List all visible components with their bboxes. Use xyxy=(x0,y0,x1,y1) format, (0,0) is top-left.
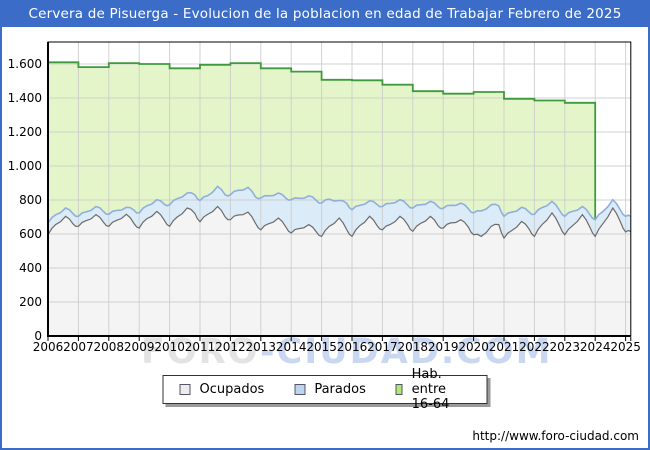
svg-text:2008: 2008 xyxy=(94,340,125,354)
svg-text:2024: 2024 xyxy=(580,340,611,354)
area-fills xyxy=(48,62,631,337)
svg-text:2025: 2025 xyxy=(610,340,641,354)
svg-text:1.200: 1.200 xyxy=(8,125,42,139)
svg-text:0: 0 xyxy=(34,329,42,343)
svg-text:2019: 2019 xyxy=(428,340,459,354)
parados-swatch-icon xyxy=(294,384,306,395)
x-axis-labels: 2006 2007 2008 2009 2010 2011 2012 2013 2014 2015… xyxy=(33,340,641,354)
svg-text:400: 400 xyxy=(19,261,42,275)
svg-text:2013: 2013 xyxy=(246,340,277,354)
svg-text:200: 200 xyxy=(19,295,42,309)
legend-label: Hab. entre 16-64 xyxy=(411,367,450,412)
footer-url-link[interactable]: http://www.foro-ciudad.com xyxy=(472,429,639,443)
svg-text:2007: 2007 xyxy=(63,340,94,354)
legend-item-parados: Parados xyxy=(294,382,366,397)
legend-item-hab-16-64: Hab. entre 16-64 xyxy=(395,367,471,412)
legend-label: Parados xyxy=(314,382,366,397)
svg-text:2018: 2018 xyxy=(398,340,429,354)
legend: Ocupados Parados Hab. entre 16-64 xyxy=(162,367,488,412)
svg-text:2012: 2012 xyxy=(215,340,246,354)
svg-text:2021: 2021 xyxy=(489,340,520,354)
svg-text:2010: 2010 xyxy=(154,340,185,354)
svg-text:1.600: 1.600 xyxy=(8,57,42,71)
svg-text:1.400: 1.400 xyxy=(8,91,42,105)
svg-text:2017: 2017 xyxy=(367,340,398,354)
title-bar: Cervera de Pisuerga - Evolucion de la po… xyxy=(0,0,650,27)
page-title: Cervera de Pisuerga - Evolucion de la po… xyxy=(28,5,622,22)
svg-text:2009: 2009 xyxy=(124,340,155,354)
ocupados-swatch-icon xyxy=(179,384,191,395)
svg-text:1.000: 1.000 xyxy=(8,159,42,173)
axes xyxy=(47,41,632,341)
svg-text:600: 600 xyxy=(19,227,42,241)
svg-text:800: 800 xyxy=(19,193,42,207)
svg-text:2023: 2023 xyxy=(550,340,581,354)
svg-text:2014: 2014 xyxy=(276,340,307,354)
svg-text:2006: 2006 xyxy=(33,340,64,354)
legend-label: Ocupados xyxy=(199,382,265,397)
svg-text:2011: 2011 xyxy=(185,340,216,354)
hab-16-64-swatch-icon xyxy=(395,384,403,395)
gridlines xyxy=(48,42,631,336)
svg-text:2015: 2015 xyxy=(306,340,337,354)
legend-item-ocupados: Ocupados xyxy=(179,382,265,397)
series-lines xyxy=(47,61,632,240)
svg-text:2022: 2022 xyxy=(519,340,550,354)
y-axis-labels: 0 200 400 600 800 1.000 1.200 1.400 1.600 xyxy=(8,57,42,343)
svg-text:2016: 2016 xyxy=(337,340,368,354)
svg-text:2020: 2020 xyxy=(458,340,489,354)
